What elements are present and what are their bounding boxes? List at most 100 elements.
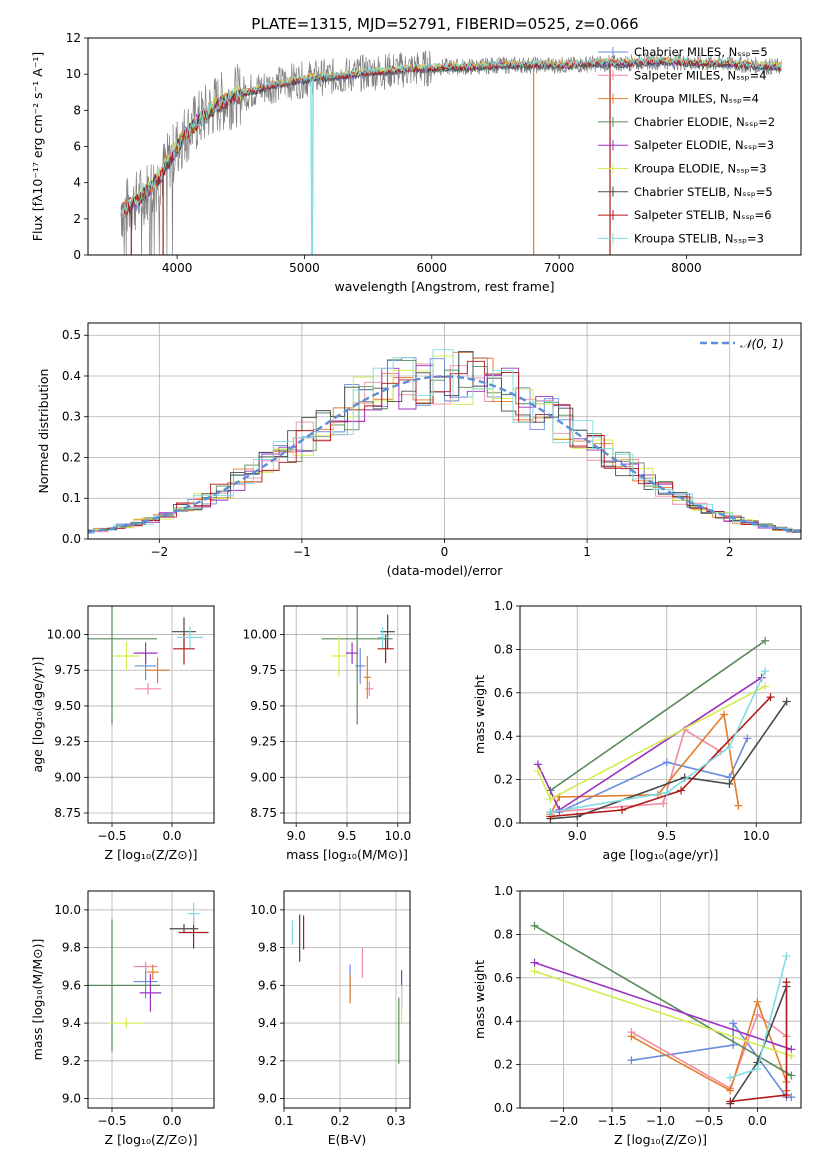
weight-point-marker (618, 805, 627, 814)
weight-series-line (550, 670, 766, 813)
weight-series-line (549, 640, 766, 792)
legend-label: Salpeter MILES, Nₛₛₚ=4 (634, 68, 767, 82)
histogram-step-line (88, 349, 801, 534)
spectrum-legend: Chabrier MILES, Nₛₛₚ=5 Salpeter MILES, Nₛ… (598, 45, 775, 245)
x-tick-label: 7000 (544, 261, 575, 275)
x-tick-label: 0.3 (386, 1114, 405, 1128)
model-spectrum-line (120, 55, 782, 255)
y-tick-label: 0.2 (62, 450, 81, 464)
weight-point-marker (743, 734, 752, 743)
y-tick-label: 0.6 (494, 686, 513, 700)
y-tick-label: 8 (73, 103, 81, 117)
weight-point-marker (627, 1056, 636, 1065)
panel-residuals: −2 −1 0 1 2 0.0 0.1 0.2 0.3 0.4 0.5 (data-model)/er… (36, 322, 802, 578)
x-axis-label: age [log₁₀(age/yr)] (603, 847, 719, 862)
weight-point-marker (530, 958, 539, 967)
y-tick-label: 9.8 (258, 941, 277, 955)
y-tick-label: 9.50 (54, 699, 81, 713)
weight-series-line (549, 712, 740, 815)
y-tick-label: 0.6 (494, 971, 513, 985)
y-tick-label: 2 (73, 212, 81, 226)
weight-point-marker (546, 808, 555, 817)
weight-point-marker (734, 801, 743, 810)
legend-label: Chabrier ELODIE, Nₛₛₚ=2 (634, 115, 775, 129)
y-tick-label: 9.4 (258, 1016, 277, 1030)
normal-curve (88, 375, 801, 534)
y-tick-label: 10 (66, 67, 81, 81)
plot-frame (87, 322, 802, 540)
y-tick-label: 9.00 (54, 770, 81, 784)
weight-series-line (550, 701, 788, 820)
x-tick-label: −1.5 (597, 1114, 626, 1128)
panel-z-weight: −2.0 −1.5 −1.0 −0.5 0.0 0.0 0.2 0.4 0.6 0.8 1.0 Z [… (472, 884, 802, 1147)
x-axis-label: wavelength [Angstrom, rest frame] (334, 279, 554, 294)
weight-point-marker (530, 967, 539, 976)
weight-point-marker (533, 766, 542, 775)
x-tick-label: −2.0 (549, 1114, 578, 1128)
x-tick-label: 0 (441, 545, 449, 559)
plot-frame (519, 605, 802, 824)
weight-point-marker (753, 1010, 762, 1019)
y-tick-label: 9.6 (62, 978, 81, 992)
weight-point-marker (726, 1073, 735, 1082)
y-axis-label: Normed distribution (36, 369, 51, 494)
plot-frame (283, 605, 411, 824)
histogram-step-line (88, 360, 801, 533)
weight-point-marker (753, 1064, 762, 1073)
legend-label: Kroupa STELIB, Nₛₛₚ=3 (634, 231, 764, 245)
y-tick-label: 12 (66, 31, 81, 45)
panel-ebv-mass: 0.1 0.2 0.3 9.0 9.2 9.4 9.6 9.8 10.0 E(B-V) (250, 890, 411, 1147)
y-tick-label: 0.4 (494, 729, 513, 743)
plot-frame (87, 37, 802, 256)
figure-title: PLATE=1315, MJD=52791, FIBERID=0525, z=0… (251, 15, 638, 33)
model-spectrum-line (120, 58, 782, 215)
x-tick-label: 0.2 (330, 1114, 349, 1128)
weight-point-marker (659, 799, 668, 808)
weight-point-marker (782, 978, 791, 987)
weight-point-marker (530, 921, 539, 930)
y-tick-label: 8.75 (54, 806, 81, 820)
y-tick-label: 9.2 (62, 1054, 81, 1068)
plot-frame (87, 605, 215, 824)
y-axis-label: mass weight (472, 960, 487, 1039)
x-tick-label: 2 (726, 545, 734, 559)
weight-point-marker (677, 786, 686, 795)
histogram-step-line (88, 350, 801, 534)
plot-frame (519, 890, 802, 1109)
weight-series-line (534, 970, 792, 1057)
x-tick-label: −2 (150, 545, 168, 559)
y-axis-label: mass [log₁₀(M/M⊙)] (30, 939, 45, 1061)
legend-label: Chabrier STELIB, Nₛₛₚ=5 (634, 185, 773, 199)
y-tick-label: 9.25 (54, 735, 81, 749)
legend-label: 𝒩(0, 1) (740, 337, 784, 351)
x-axis-label: (data-model)/error (387, 563, 504, 578)
y-tick-label: 0.4 (62, 369, 81, 383)
y-tick-label: 6 (73, 140, 81, 154)
y-tick-label: 9.4 (62, 1016, 81, 1030)
plot-area (88, 606, 204, 725)
y-tick-label: 9.50 (250, 699, 277, 713)
weight-series-line (534, 925, 792, 1077)
x-tick-label: 4000 (162, 261, 193, 275)
y-tick-label: 9.75 (54, 663, 81, 677)
y-tick-label: 9.6 (258, 978, 277, 992)
weight-point-marker (782, 697, 791, 706)
weight-point-marker (761, 682, 770, 691)
y-tick-label: 0.2 (494, 773, 513, 787)
weight-point-marker (729, 1019, 738, 1028)
y-tick-label: 9.8 (62, 941, 81, 955)
y-tick-label: 0 (73, 248, 81, 262)
weight-point-marker (761, 636, 770, 645)
x-tick-label: 5000 (289, 261, 320, 275)
y-tick-label: 0.0 (494, 1101, 513, 1115)
x-tick-label: 1 (583, 545, 591, 559)
panel-spectrum: 4000 5000 6000 7000 8000 0 2 4 6 8 10 12 wavelength … (30, 31, 802, 294)
y-tick-label: 10.0 (54, 903, 81, 917)
weight-series-line (730, 982, 788, 1103)
y-tick-label: 0.5 (62, 328, 81, 342)
y-axis-label: mass weight (472, 675, 487, 754)
panel-age-weight: 9.0 9.5 10.0 0.0 0.2 0.4 0.6 0.8 1.0 age [log₁₀(a… (472, 599, 802, 862)
legend-label: Kroupa ELODIE, Nₛₛₚ=3 (634, 162, 767, 176)
plot-area (530, 921, 796, 1108)
